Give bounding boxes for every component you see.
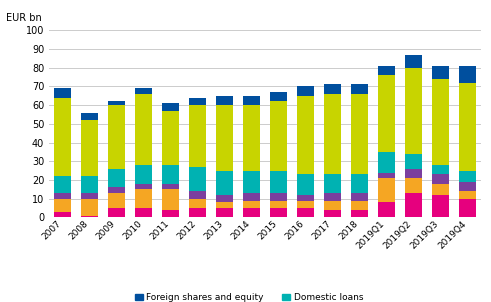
Bar xyxy=(378,202,395,217)
Bar xyxy=(405,178,422,193)
Bar xyxy=(81,113,98,120)
Bar xyxy=(216,105,233,171)
Bar xyxy=(459,66,476,83)
Bar xyxy=(378,178,395,202)
Bar xyxy=(405,169,422,178)
Bar xyxy=(135,184,152,189)
Bar xyxy=(459,191,476,199)
Bar xyxy=(432,174,449,184)
Bar xyxy=(270,92,287,101)
Bar xyxy=(432,66,449,79)
Bar xyxy=(324,201,341,210)
Bar xyxy=(189,208,206,217)
Bar xyxy=(54,212,71,217)
Bar xyxy=(351,210,368,217)
Bar xyxy=(189,191,206,199)
Bar xyxy=(324,193,341,201)
Bar xyxy=(270,171,287,193)
Bar xyxy=(135,94,152,165)
Bar xyxy=(270,201,287,208)
Bar xyxy=(297,174,314,195)
Bar xyxy=(81,176,98,193)
Bar xyxy=(189,199,206,208)
Bar xyxy=(378,66,395,75)
Bar xyxy=(162,103,179,111)
Bar xyxy=(81,120,98,176)
Bar xyxy=(351,193,368,201)
Bar xyxy=(351,174,368,193)
Bar xyxy=(459,83,476,171)
Bar xyxy=(351,201,368,210)
Bar xyxy=(459,182,476,191)
Bar xyxy=(351,85,368,94)
Bar xyxy=(351,94,368,174)
Bar xyxy=(162,111,179,165)
Bar xyxy=(432,165,449,174)
Bar xyxy=(216,171,233,195)
Bar xyxy=(135,189,152,208)
Bar xyxy=(108,169,125,188)
Bar xyxy=(297,86,314,96)
Bar xyxy=(270,208,287,217)
Legend: Foreign shares and equity, Domestic shares and equity, Foreign loans, Domestic l: Foreign shares and equity, Domestic shar… xyxy=(135,293,396,302)
Bar xyxy=(405,154,422,169)
Bar xyxy=(378,75,395,152)
Bar xyxy=(324,85,341,94)
Bar xyxy=(162,165,179,184)
Bar xyxy=(162,189,179,210)
Bar xyxy=(108,101,125,105)
Bar xyxy=(54,176,71,193)
Bar xyxy=(459,199,476,217)
Bar xyxy=(135,88,152,94)
Bar xyxy=(378,152,395,172)
Bar xyxy=(189,98,206,105)
Bar xyxy=(54,98,71,176)
Bar xyxy=(432,195,449,217)
Bar xyxy=(432,184,449,195)
Bar xyxy=(108,188,125,193)
Bar xyxy=(108,193,125,208)
Bar xyxy=(378,172,395,178)
Bar xyxy=(189,105,206,167)
Bar xyxy=(81,199,98,216)
Bar xyxy=(216,195,233,202)
Bar xyxy=(432,79,449,165)
Bar xyxy=(297,96,314,174)
Bar xyxy=(324,94,341,174)
Bar xyxy=(216,96,233,105)
Bar xyxy=(405,68,422,154)
Bar xyxy=(243,193,260,201)
Bar xyxy=(162,184,179,189)
Bar xyxy=(189,167,206,191)
Bar xyxy=(81,193,98,199)
Bar xyxy=(297,208,314,217)
Bar xyxy=(405,55,422,68)
Bar xyxy=(135,165,152,184)
Bar xyxy=(297,201,314,208)
Bar xyxy=(162,210,179,217)
Bar xyxy=(108,105,125,169)
Text: EUR bn: EUR bn xyxy=(6,13,42,23)
Bar xyxy=(270,193,287,201)
Bar xyxy=(243,105,260,171)
Bar xyxy=(54,199,71,212)
Bar xyxy=(405,193,422,217)
Bar xyxy=(270,101,287,171)
Bar xyxy=(459,171,476,182)
Bar xyxy=(108,208,125,217)
Bar xyxy=(81,216,98,217)
Bar xyxy=(54,193,71,199)
Bar xyxy=(297,195,314,201)
Bar xyxy=(243,208,260,217)
Bar xyxy=(216,202,233,208)
Bar xyxy=(54,88,71,98)
Bar xyxy=(324,210,341,217)
Bar xyxy=(135,208,152,217)
Bar xyxy=(324,174,341,193)
Bar xyxy=(216,208,233,217)
Bar xyxy=(243,171,260,193)
Bar xyxy=(243,96,260,105)
Bar xyxy=(243,201,260,208)
